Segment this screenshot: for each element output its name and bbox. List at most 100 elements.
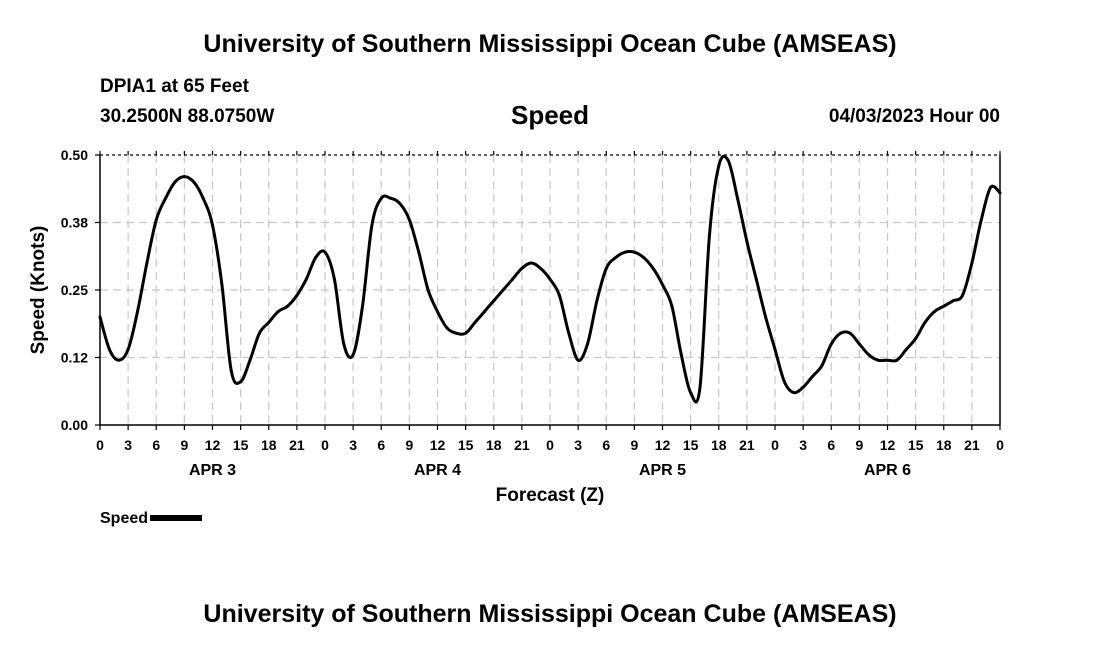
speed-data-point bbox=[361, 304, 364, 308]
speed-data-point bbox=[426, 288, 430, 292]
speed-data-point bbox=[154, 218, 158, 222]
speed-data-point bbox=[557, 293, 561, 297]
speed-data-point bbox=[464, 331, 468, 335]
footer-title: University of Southern Mississippi Ocean… bbox=[203, 600, 897, 628]
speed-data-point bbox=[136, 310, 139, 314]
speed-data-point bbox=[932, 310, 936, 314]
speed-data-point bbox=[164, 196, 168, 200]
x-axis-label: Forecast (Z) bbox=[496, 485, 605, 506]
speed-data-point bbox=[482, 310, 486, 314]
speed-data-point bbox=[745, 239, 749, 243]
x-tick-label: 0 bbox=[996, 437, 1004, 453]
speed-data-point bbox=[614, 256, 618, 260]
speed-data-point bbox=[632, 250, 636, 254]
x-tick-label: 18 bbox=[261, 437, 277, 453]
x-tick-label: 21 bbox=[964, 437, 980, 453]
speed-data-point bbox=[257, 331, 261, 335]
x-tick-label: 15 bbox=[233, 437, 249, 453]
speed-data-point bbox=[848, 331, 852, 335]
speed-data-point bbox=[989, 185, 993, 189]
x-tick-label: 6 bbox=[827, 437, 835, 453]
speed-data-point bbox=[773, 347, 777, 351]
speed-data-point bbox=[904, 347, 908, 351]
speed-data-point bbox=[511, 277, 514, 281]
speed-data-point bbox=[567, 331, 571, 335]
x-tick-label: 3 bbox=[124, 437, 132, 453]
x-tick-label: 9 bbox=[855, 437, 863, 453]
speed-data-point bbox=[951, 299, 955, 303]
day-label: APR 4 bbox=[414, 462, 461, 479]
speed-data-point bbox=[182, 175, 186, 179]
variable-title: Speed bbox=[510, 100, 590, 130]
x-tick-label: 12 bbox=[205, 437, 221, 453]
speed-data-point bbox=[276, 310, 280, 314]
day-label: APR 5 bbox=[639, 462, 686, 479]
x-tick-label: 0 bbox=[96, 437, 104, 453]
speed-data-point bbox=[445, 326, 449, 330]
speed-data-point bbox=[942, 304, 946, 308]
legend-swatch bbox=[150, 514, 203, 521]
speed-data-point bbox=[595, 299, 599, 303]
speed-data-point bbox=[295, 293, 299, 297]
speed-data-point bbox=[717, 164, 721, 168]
coordinates-label: 30.2500N 88.0750W bbox=[100, 106, 275, 127]
x-tick-label: 9 bbox=[180, 437, 188, 453]
speed-data-point bbox=[107, 347, 111, 351]
x-tick-label: 6 bbox=[377, 437, 385, 453]
x-tick-label: 15 bbox=[908, 437, 924, 453]
x-tick-label: 21 bbox=[289, 437, 305, 453]
speed-data-point bbox=[407, 218, 411, 222]
speed-data-point bbox=[876, 358, 880, 362]
speed-data-point bbox=[839, 331, 843, 335]
speed-data-point bbox=[998, 191, 1002, 195]
legend: Speed bbox=[100, 510, 203, 528]
speed-data-point bbox=[548, 277, 552, 281]
x-tick-label: 0 bbox=[546, 437, 554, 453]
speed-data-point bbox=[239, 380, 243, 384]
speed-data-point bbox=[454, 331, 458, 335]
speed-data-point bbox=[539, 266, 543, 270]
day-label: APR 6 bbox=[864, 462, 911, 479]
speed-data-point bbox=[661, 283, 664, 287]
speed-data-point bbox=[623, 250, 627, 254]
speed-data-point bbox=[436, 310, 439, 314]
speed-data-point bbox=[782, 380, 786, 384]
speed-data-point bbox=[886, 358, 889, 362]
speed-data-point bbox=[895, 358, 899, 362]
x-tick-label: 12 bbox=[655, 437, 671, 453]
x-tick-label: 21 bbox=[514, 437, 530, 453]
speed-data-point bbox=[417, 250, 421, 254]
speed-data-point bbox=[764, 315, 768, 319]
speed-data-point bbox=[211, 223, 214, 227]
speed-data-point bbox=[145, 261, 149, 265]
legend-label: Speed bbox=[100, 510, 149, 527]
speed-data-point bbox=[286, 304, 289, 308]
x-tick-label: 15 bbox=[683, 437, 699, 453]
speed-data-point bbox=[970, 261, 974, 265]
speed-data-point bbox=[370, 223, 374, 227]
speed-data-point bbox=[923, 320, 927, 324]
x-tick-label: 9 bbox=[630, 437, 638, 453]
speed-data-point bbox=[379, 196, 383, 200]
speed-data-point bbox=[323, 250, 327, 254]
speed-data-point bbox=[801, 385, 805, 389]
speed-data-point bbox=[857, 342, 861, 346]
x-tick-label: 3 bbox=[799, 437, 807, 453]
speed-data-point bbox=[689, 391, 693, 395]
x-tick-label: 0 bbox=[771, 437, 779, 453]
station-label: DPIA1 at 65 Feet bbox=[100, 76, 249, 97]
speed-data-point bbox=[829, 342, 833, 346]
speed-data-point bbox=[342, 342, 346, 346]
speed-data-point bbox=[98, 315, 102, 319]
y-tick-label: 0.00 bbox=[61, 417, 88, 433]
speed-data-point bbox=[492, 299, 496, 303]
speed-data-point bbox=[314, 256, 318, 260]
speed-data-point bbox=[473, 320, 477, 324]
x-tick-label: 6 bbox=[152, 437, 160, 453]
speed-data-point bbox=[117, 358, 121, 362]
speed-data-point bbox=[820, 364, 824, 368]
speed-data-point bbox=[351, 353, 355, 357]
speed-data-point bbox=[267, 320, 271, 324]
speed-data-point bbox=[754, 277, 758, 281]
